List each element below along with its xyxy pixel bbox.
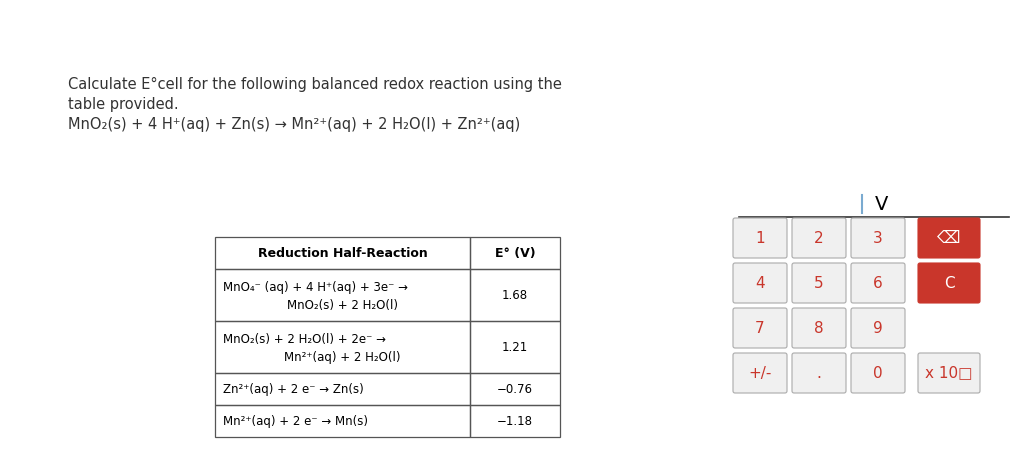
Bar	[215, 321, 470, 373]
Text: 9: 9	[873, 321, 883, 335]
Text: Mn²⁺(aq) + 2 e⁻ → Mn(s): Mn²⁺(aq) + 2 e⁻ → Mn(s)	[223, 414, 368, 428]
Text: Reduction Half-Reaction: Reduction Half-Reaction	[258, 246, 427, 260]
Text: −1.18: −1.18	[497, 414, 534, 428]
FancyBboxPatch shape	[733, 353, 787, 393]
Text: 8: 8	[814, 321, 824, 335]
Text: x 10□: x 10□	[926, 366, 973, 380]
Text: 1.68: 1.68	[502, 289, 528, 301]
FancyBboxPatch shape	[918, 218, 980, 258]
Text: Calculate E°cell for the following balanced redox reaction using the: Calculate E°cell for the following balan…	[68, 77, 562, 92]
Text: −0.76: −0.76	[497, 383, 534, 395]
Text: C: C	[944, 275, 954, 290]
Bar	[470, 405, 560, 437]
Text: Zn²⁺(aq) + 2 e⁻ → Zn(s): Zn²⁺(aq) + 2 e⁻ → Zn(s)	[223, 383, 364, 395]
Text: ⌫: ⌫	[937, 229, 961, 247]
Text: E° (V): E° (V)	[495, 246, 536, 260]
Bar	[470, 321, 560, 373]
FancyBboxPatch shape	[851, 218, 905, 258]
Text: MnO₄⁻ (aq) + 4 H⁺(aq) + 3e⁻ →: MnO₄⁻ (aq) + 4 H⁺(aq) + 3e⁻ →	[223, 280, 408, 294]
FancyBboxPatch shape	[851, 263, 905, 303]
Text: ‹: ‹	[20, 11, 28, 30]
FancyBboxPatch shape	[733, 218, 787, 258]
Text: Mn²⁺(aq) + 2 H₂O(l): Mn²⁺(aq) + 2 H₂O(l)	[285, 351, 400, 364]
FancyBboxPatch shape	[851, 308, 905, 348]
Text: 6: 6	[873, 275, 883, 290]
FancyBboxPatch shape	[792, 353, 846, 393]
Text: 4: 4	[755, 275, 765, 290]
FancyBboxPatch shape	[792, 308, 846, 348]
Bar	[215, 237, 470, 269]
Text: .: .	[816, 366, 821, 380]
FancyBboxPatch shape	[918, 353, 980, 393]
Bar	[215, 405, 470, 437]
Text: 2: 2	[814, 230, 824, 245]
Text: 3: 3	[873, 230, 883, 245]
Bar	[470, 269, 560, 321]
FancyBboxPatch shape	[733, 263, 787, 303]
Bar	[215, 373, 470, 405]
Text: 1.21: 1.21	[502, 341, 528, 353]
Text: 1: 1	[755, 230, 765, 245]
Text: MnO₂(s) + 4 H⁺(aq) + Zn(s) → Mn²⁺(aq) + 2 H₂O(l) + Zn²⁺(aq): MnO₂(s) + 4 H⁺(aq) + Zn(s) → Mn²⁺(aq) + …	[68, 117, 520, 132]
Text: V: V	[876, 194, 889, 213]
Text: 5: 5	[814, 275, 824, 290]
Bar	[470, 237, 560, 269]
FancyBboxPatch shape	[918, 263, 980, 303]
Text: table provided.: table provided.	[68, 97, 178, 112]
FancyBboxPatch shape	[792, 263, 846, 303]
FancyBboxPatch shape	[733, 308, 787, 348]
Bar	[470, 373, 560, 405]
Text: 0: 0	[873, 366, 883, 380]
Text: Submit: Submit	[951, 14, 1006, 28]
Bar	[215, 269, 470, 321]
Text: MnO₂(s) + 2 H₂O(l): MnO₂(s) + 2 H₂O(l)	[287, 299, 398, 312]
Text: 7: 7	[755, 321, 765, 335]
FancyBboxPatch shape	[792, 218, 846, 258]
Text: +/-: +/-	[749, 366, 772, 380]
Text: Question 14 of 20: Question 14 of 20	[443, 14, 581, 28]
FancyBboxPatch shape	[851, 353, 905, 393]
Text: MnO₂(s) + 2 H₂O(l) + 2e⁻ →: MnO₂(s) + 2 H₂O(l) + 2e⁻ →	[223, 333, 386, 346]
